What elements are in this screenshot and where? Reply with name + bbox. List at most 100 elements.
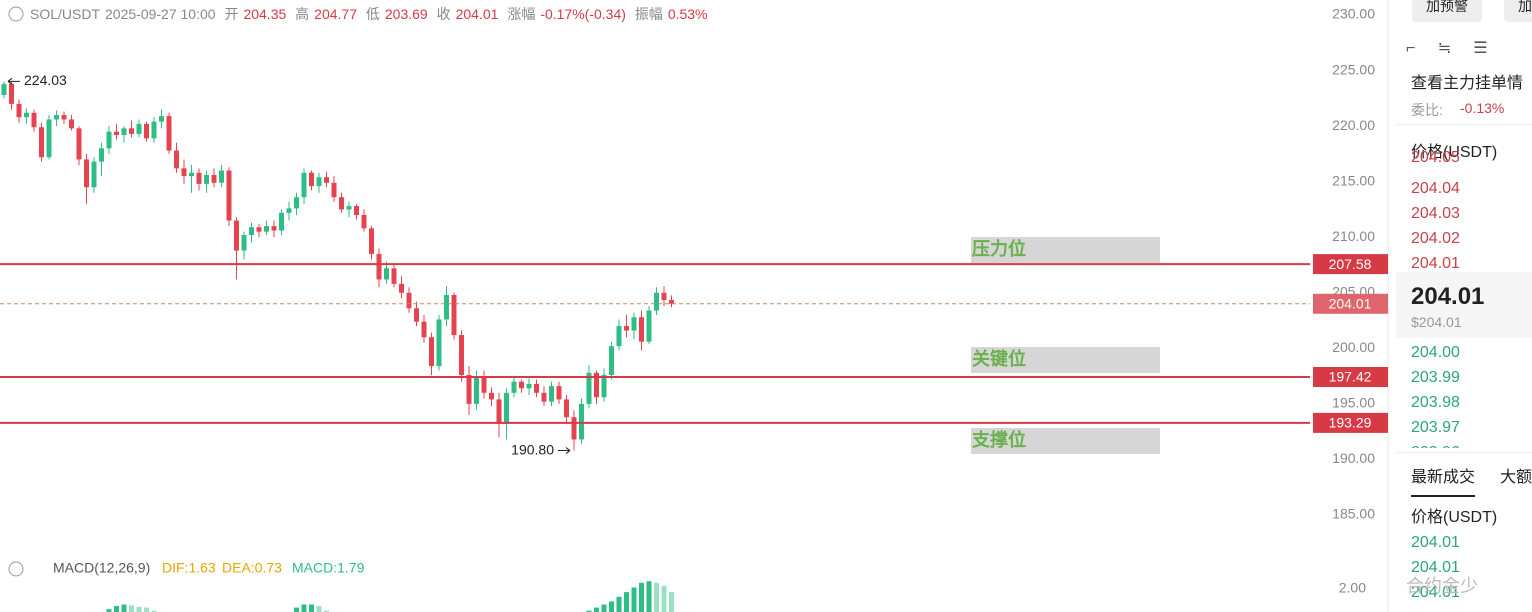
y-tick-label: 230.00 [1332, 6, 1375, 22]
candle-body [159, 116, 164, 122]
macd-bar [669, 592, 674, 612]
price-row: 204.01 [1411, 255, 1460, 272]
candle-body [429, 337, 434, 367]
price-row: 203.99 [1411, 369, 1460, 386]
candle-body [144, 123, 149, 139]
macd-title: MACD(12,26,9) [53, 560, 150, 576]
macd-bar [616, 596, 622, 612]
icons[interactable]: ⌐ ≒ ☰ [1406, 40, 1488, 57]
large-tab[interactable]: 大额 [1500, 469, 1532, 486]
candle-body [249, 227, 254, 235]
candle-body [579, 403, 584, 440]
zone-label: 支撑位 [971, 429, 1026, 450]
candle-body [226, 170, 232, 221]
arrow [558, 447, 571, 454]
trades-tab[interactable]: 最新成交 [1411, 463, 1476, 497]
candle-body [384, 268, 389, 280]
candle-body [1, 83, 7, 95]
candle-body [279, 212, 284, 231]
high: 204.77 [314, 6, 357, 22]
candle-body [31, 112, 37, 128]
low: 203.69 [384, 6, 428, 22]
candle-body [391, 268, 397, 284]
macd-bar [316, 606, 322, 612]
candle-body [234, 220, 239, 251]
macd-bar [144, 607, 149, 612]
candle-body [631, 317, 637, 331]
macd-bar [631, 587, 637, 612]
candle-body [541, 392, 547, 402]
candle-body [16, 103, 22, 118]
candle-body [556, 386, 562, 400]
label: 开 [224, 6, 239, 22]
label: 高 [295, 6, 310, 22]
chart: 压力位 关键位 支撑位 MACD(12,26,9) DIF:1.63 DEA:0… [0, 0, 1389, 612]
y-tick-label: 195.00 [1332, 395, 1375, 411]
separator [1396, 124, 1532, 125]
macd-bar [624, 592, 629, 612]
separator [1396, 452, 1532, 453]
label: 低 [365, 6, 380, 22]
candle-body [669, 300, 674, 304]
candle-body [511, 381, 517, 393]
candle-body [136, 123, 142, 134]
add-button[interactable]: 加 [1504, 0, 1532, 22]
label: 涨幅 [507, 6, 536, 22]
candle-body [264, 226, 269, 232]
macd-tick-label: 2.00 [1339, 580, 1366, 596]
price-row: 204.05 [1411, 149, 1460, 166]
level-tag [1313, 254, 1388, 275]
candle-body [46, 119, 52, 158]
last-price: 204.01 [1411, 283, 1485, 310]
max-label: 224.03 [24, 72, 67, 88]
collapse-icon[interactable] [8, 6, 24, 22]
candle-body [106, 131, 112, 149]
candle-body [376, 253, 382, 280]
macd-bar [301, 604, 307, 612]
amplitude: 0.53% [667, 6, 708, 22]
collapse-icon[interactable] [8, 561, 24, 577]
zone-box [971, 237, 1160, 263]
arrow [7, 77, 20, 85]
candle-body [241, 235, 247, 251]
candle-body [489, 392, 494, 400]
candle-body [534, 383, 539, 393]
candle-body [414, 308, 419, 322]
candle-body [324, 177, 329, 183]
candle-body [496, 399, 502, 424]
cover [1396, 448, 1532, 458]
candle-body [436, 319, 442, 367]
zone-label: 关键位 [972, 348, 1026, 369]
candle-body [219, 170, 224, 183]
candle-body [256, 227, 262, 232]
candle-body [301, 172, 307, 198]
candle-body [39, 127, 44, 158]
price-row: 204.02 [1411, 230, 1460, 247]
candle-body [346, 206, 352, 210]
price-row: 204.04 [1411, 180, 1460, 197]
candle-body [69, 119, 74, 129]
y-tick-label: 215.00 [1332, 172, 1375, 188]
candle-body [504, 392, 509, 424]
candle-body [204, 175, 209, 184]
macd-bar [646, 581, 652, 612]
candle-body [9, 83, 14, 104]
candle-body [339, 197, 344, 210]
candle-body [61, 115, 67, 120]
depth-link[interactable]: 查看主力挂单情 [1411, 75, 1524, 92]
macd-bar [151, 610, 157, 612]
macd-bar [639, 582, 644, 612]
macd-bar [609, 601, 614, 612]
macd-bar [106, 609, 112, 612]
alert-button[interactable]: 加预警 [1412, 0, 1482, 22]
order-panel: 加预警 加 ⌐ ≒ ☰ 查看主力挂单情 委比: -0.13% 价格(USDT) … [1396, 0, 1532, 612]
zone-box [971, 428, 1160, 454]
candle-body [519, 381, 524, 389]
y-tick-label: 225.00 [1332, 61, 1375, 77]
price-row: 204.00 [1411, 344, 1460, 361]
macd-bar [114, 606, 119, 612]
candle-body [166, 116, 172, 151]
candle-body [459, 335, 464, 375]
candle-body [309, 172, 314, 187]
